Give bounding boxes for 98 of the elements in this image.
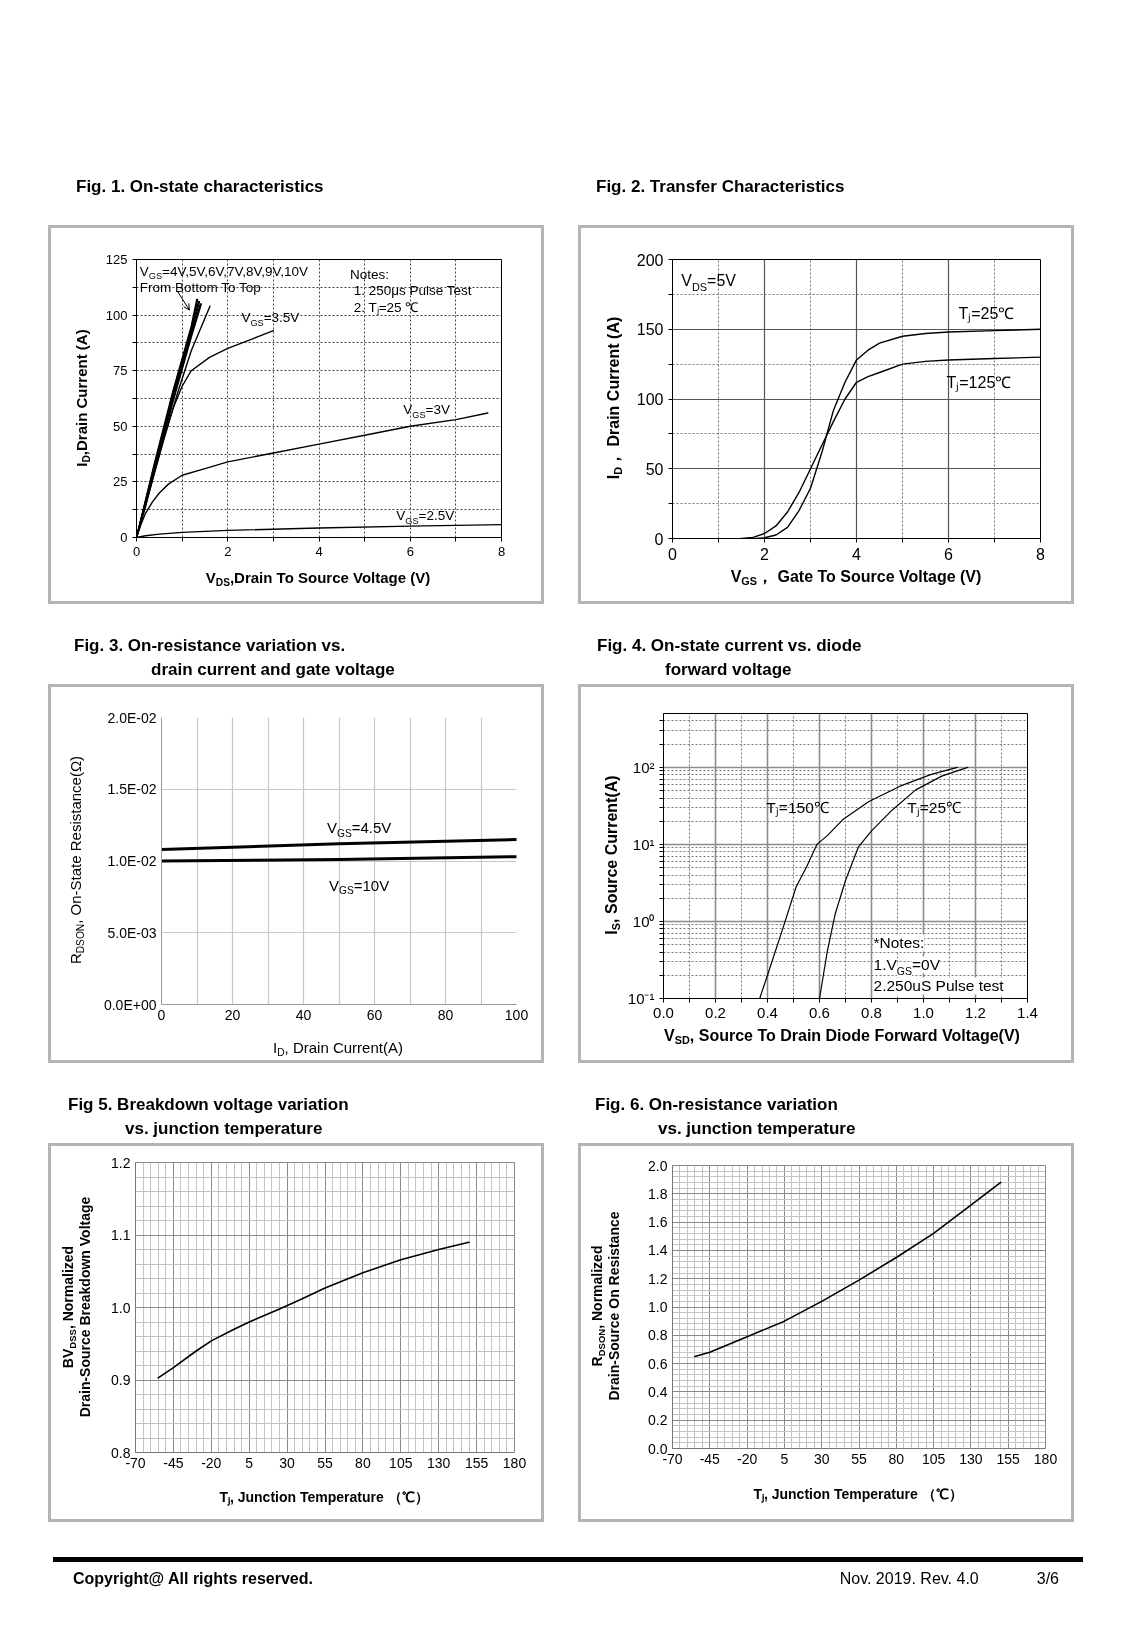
x-tick-label: 60 — [366, 1006, 383, 1023]
y-tick-label: 50 — [113, 418, 128, 434]
y-tick-label: 10⁻¹ — [627, 990, 655, 1007]
x-tick-label: 6 — [406, 543, 414, 559]
text: Nov. 2019. Rev. 4.0 — [839, 1569, 979, 1589]
x-tick-label: 4 — [852, 545, 862, 563]
x-tick-label: 5 — [245, 1454, 254, 1471]
x-tick-label: 0.2 — [705, 1003, 726, 1021]
x-tick-label: 80 — [355, 1454, 371, 1471]
y-tick-label: 0.6 — [648, 1355, 668, 1372]
y-tick-label: 5.0E-03 — [107, 924, 157, 941]
y-tick-label: 150 — [636, 321, 664, 339]
x-axis-title: V$_{SD}$, Source To Drain Diode Forward Voltage(V) — [664, 1026, 1020, 1047]
annotation: 1. 250μs Pulse Test — [353, 283, 472, 299]
y-tick-label: 0.8 — [648, 1327, 668, 1344]
annotation: 2.250uS Pulse test — [873, 977, 1005, 995]
y-tick-label: 50 — [645, 460, 664, 478]
y-tick-label: 125 — [105, 252, 128, 267]
x-tick-label: 55 — [317, 1454, 333, 1471]
chart-title: Fig. 3. On-resistance variation vs. drain current and gate voltage — [73, 635, 395, 681]
text: Copyright@ All rights reserved. — [72, 1569, 314, 1589]
series-label: Tⱼ=150℃ — [766, 799, 830, 818]
x-tick-label: 0.6 — [809, 1003, 830, 1021]
x-tick-label: -20 — [736, 1450, 758, 1467]
x-tick-label: 80 — [437, 1006, 454, 1023]
x-tick-label: 155 — [996, 1450, 1021, 1467]
annotation: From Bottom To Top — [139, 280, 261, 296]
y-tick-label: 0 — [654, 530, 664, 548]
x-tick-label: 1.4 — [1017, 1003, 1038, 1021]
x-tick-label: 40 — [295, 1006, 312, 1023]
y-tick-label: 10⁰ — [632, 912, 655, 930]
y-tick-label: 75 — [113, 363, 128, 379]
x-axis-title: V$_{GS}$， Gate To Source Voltage (V) — [730, 567, 982, 588]
chart-title: Fig. 2. Transfer Characteristics — [595, 176, 845, 198]
y-tick-label: 10² — [632, 758, 655, 776]
x-tick-label: 0.4 — [757, 1003, 778, 1021]
x-tick-label: 2 — [760, 545, 770, 563]
y-tick-label: 100 — [105, 307, 128, 323]
x-tick-label: 100 — [504, 1006, 529, 1023]
series-label: Tⱼ=25℃ — [907, 799, 963, 818]
x-tick-label: 180 — [502, 1454, 527, 1471]
y-tick-label: 200 — [636, 251, 664, 269]
y-tick-label: 1.4 — [648, 1242, 668, 1259]
text: 3/6 — [1036, 1569, 1059, 1589]
chart-title: Fig. 1. On-state characteristics — [75, 176, 324, 198]
y-tick-label: 1.0 — [648, 1299, 668, 1315]
y-tick-label: 1.5E-02 — [107, 781, 157, 798]
y-tick-label: 100 — [636, 391, 664, 408]
x-tick-label: 6 — [944, 545, 954, 563]
chart-title: Fig 5. Breakdown voltage variation vs. junction temperature — [67, 1094, 349, 1140]
x-tick-label: 8 — [1036, 545, 1046, 563]
x-tick-label: 180 — [1033, 1450, 1058, 1467]
x-tick-label: 1.0 — [913, 1003, 934, 1021]
x-tick-label: 0.8 — [861, 1003, 882, 1021]
x-tick-label: 130 — [959, 1450, 983, 1467]
x-tick-label: 30 — [279, 1454, 296, 1471]
y-tick-label: 0.4 — [648, 1383, 668, 1400]
x-tick-label: -45 — [699, 1450, 721, 1467]
x-tick-label: 105 — [389, 1454, 413, 1471]
x-tick-label: 2 — [224, 543, 232, 559]
x-axis-title: Tⱼ, Junction Temperature （℃） — [219, 1488, 429, 1506]
y-tick-label: 2.0 — [648, 1157, 668, 1174]
x-tick-label: 1.2 — [965, 1003, 986, 1021]
x-tick-label: 20 — [224, 1006, 241, 1023]
x-axis-title: Tⱼ, Junction Temperature （℃） — [753, 1485, 963, 1503]
annotation: Notes: — [350, 266, 390, 282]
chart-title: Fig. 4. On-state current vs. diode forward voltage — [596, 635, 862, 681]
y-tick-label: 0 — [120, 530, 128, 545]
y-tick-label: 1.0E-02 — [107, 853, 157, 869]
y-tick-label: 1.0 — [111, 1299, 131, 1316]
y-tick-label: 0.0E+00 — [103, 996, 157, 1013]
x-tick-label: 155 — [464, 1454, 489, 1471]
series-label: Tⱼ=25℃ — [958, 305, 1015, 324]
y-tick-label: 1.6 — [648, 1214, 668, 1231]
x-axis-title: I$_{D}$, Drain Current(A) — [273, 1039, 403, 1058]
y-tick-label: 25 — [113, 474, 128, 490]
x-tick-label: 130 — [427, 1454, 451, 1471]
y-tick-label: 1.1 — [111, 1227, 131, 1243]
x-tick-label: 105 — [921, 1450, 946, 1467]
y-tick-label: 2.0E-02 — [107, 709, 157, 726]
annotation: 2. Tⱼ=25 ℃ — [353, 300, 420, 317]
x-tick-label: 8 — [497, 543, 506, 559]
y-tick-label: 1.2 — [111, 1154, 131, 1171]
x-tick-label: -45 — [163, 1454, 184, 1471]
x-tick-label: 5 — [780, 1450, 789, 1467]
y-tick-label: 0.2 — [648, 1412, 668, 1429]
y-tick-label: 0.9 — [111, 1372, 131, 1388]
x-axis-title: V$_{DS}$,Drain To Source Voltage (V) — [205, 569, 431, 588]
x-tick-label: 30 — [813, 1450, 830, 1467]
y-tick-label: 1.8 — [648, 1185, 668, 1202]
y-tick-label: 1.2 — [648, 1270, 668, 1287]
x-tick-label: 55 — [851, 1450, 867, 1467]
annotation: *Notes: — [873, 934, 925, 952]
y-tick-label: 10¹ — [632, 835, 655, 853]
chart-title: Fig. 6. On-resistance variation vs. junction temperature — [594, 1094, 856, 1140]
x-tick-label: 80 — [888, 1450, 905, 1467]
x-tick-label: -20 — [201, 1454, 222, 1471]
x-tick-label: 4 — [315, 543, 323, 559]
